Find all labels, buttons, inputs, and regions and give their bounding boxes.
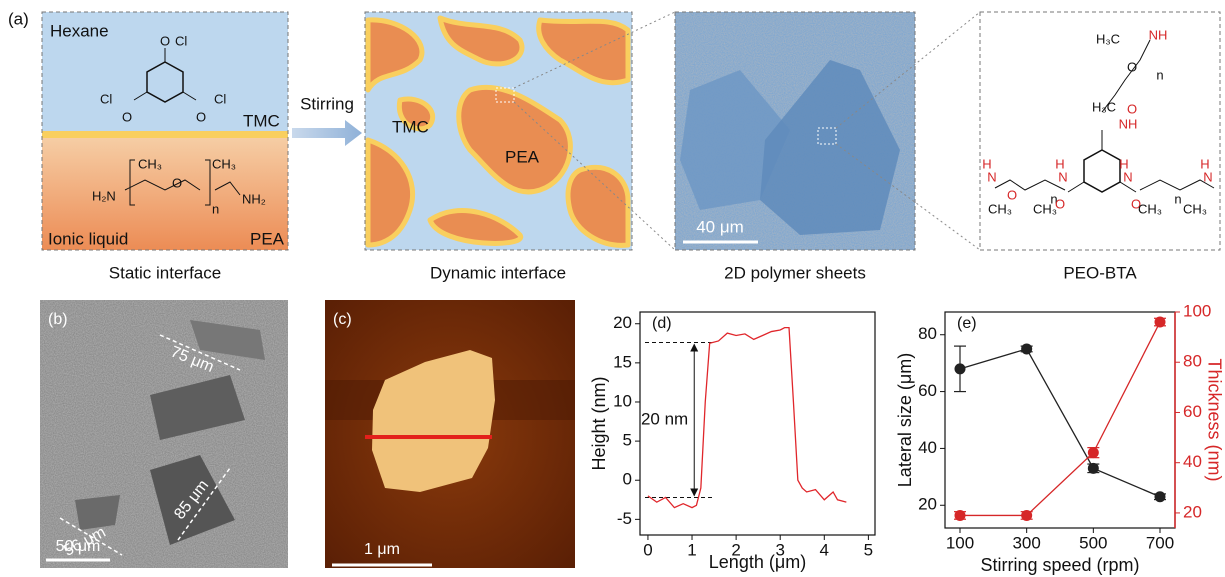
panel-label: (c)	[333, 311, 352, 328]
line-series	[960, 322, 1160, 515]
atom: CH₃	[138, 156, 162, 171]
y2-tick-label: 20	[1183, 502, 1202, 521]
atom: O	[1127, 59, 1137, 74]
x-tick-label: 700	[1146, 533, 1174, 552]
y-tick-label: 15	[613, 352, 632, 371]
arrowhead	[690, 488, 698, 496]
atom: N	[1203, 169, 1212, 184]
arrowhead	[690, 344, 698, 352]
marker	[955, 510, 965, 520]
label: Ionic liquid	[48, 229, 128, 248]
caption: PEO-BTA	[1063, 263, 1137, 282]
caption: 2D polymer sheets	[724, 263, 866, 282]
label: TMC	[243, 111, 280, 130]
marker	[1088, 463, 1098, 473]
y-tick-label: 0	[623, 470, 632, 489]
marker	[955, 364, 965, 374]
marker	[1155, 317, 1165, 327]
x-tick-label: 5	[864, 540, 873, 559]
atom: CH₃	[1138, 201, 1162, 216]
atom: N	[987, 169, 996, 184]
label: PEA	[505, 147, 540, 166]
arrow	[292, 120, 362, 146]
atom: n	[212, 201, 219, 216]
x-axis-label: Stirring speed (rpm)	[980, 555, 1139, 575]
label: PEA	[250, 229, 285, 248]
y-tick-label: 10	[613, 391, 632, 410]
caption: Dynamic interface	[430, 263, 566, 282]
scale-label: 50 μm	[56, 538, 101, 555]
y2-tick-label: 60	[1183, 402, 1202, 421]
x-tick-label: 500	[1079, 533, 1107, 552]
label: Stirring	[300, 94, 354, 113]
y-tick-label: -5	[617, 509, 632, 528]
line-series	[960, 349, 1160, 497]
y-tick-label: 60	[918, 381, 937, 400]
marker	[1088, 448, 1098, 458]
label: TMC	[392, 117, 429, 136]
panel-label: (e)	[957, 315, 977, 332]
x-tick-label: 1	[687, 540, 696, 559]
axes-frame	[945, 312, 1175, 528]
y2-tick-label: 40	[1183, 452, 1202, 471]
atom: NH	[1119, 116, 1138, 131]
atom: NH₂	[242, 191, 266, 206]
atom: n	[1174, 191, 1181, 206]
atom: NH	[1149, 27, 1168, 42]
atom: O	[122, 109, 132, 124]
caption: Static interface	[109, 263, 221, 282]
label: Hexane	[50, 21, 109, 40]
y-tick-label: 20	[613, 313, 632, 332]
atom: Cl	[175, 33, 187, 48]
atom: O	[1055, 196, 1065, 211]
y-tick-label: 80	[918, 324, 937, 343]
panel-label: (b)	[48, 311, 68, 328]
afm-image	[325, 300, 575, 568]
x-axis-label: Length (μm)	[709, 552, 806, 572]
atom: O	[172, 175, 182, 190]
scale-label: 40 μm	[696, 217, 744, 236]
atom: Cl	[100, 91, 112, 106]
atom: O	[1127, 101, 1137, 116]
atom: n	[1156, 67, 1163, 82]
panel-label: (a)	[8, 9, 29, 28]
atom: O	[160, 33, 170, 48]
atom: N	[1058, 169, 1067, 184]
atom: CH₃	[212, 156, 236, 171]
atom: H₃C	[1096, 31, 1120, 46]
panel-label: (d)	[652, 315, 672, 332]
atom: Cl	[214, 91, 226, 106]
atom: H₂N	[92, 188, 116, 203]
y-tick-label: 5	[623, 431, 632, 450]
y-tick-label: 40	[918, 438, 937, 457]
y-axis-label: Lateral size (μm)	[895, 353, 915, 487]
marker	[1022, 344, 1032, 354]
atom: N	[1123, 169, 1132, 184]
sem-image	[675, 12, 980, 250]
figure: (a) Hexane O Cl Cl Cl O O TMC CH₃ CH₃ H₂…	[0, 0, 1225, 577]
scale-label: 1 μm	[364, 541, 400, 558]
y-axis-label: Height (nm)	[589, 376, 609, 470]
x-tick-label: 0	[643, 540, 652, 559]
annotation: 20 nm	[641, 409, 688, 428]
atom: CH₃	[1183, 201, 1207, 216]
sem-image-b	[40, 300, 288, 568]
marker	[1155, 492, 1165, 502]
marker	[1022, 510, 1032, 520]
atom: O	[196, 109, 206, 124]
x-tick-label: 4	[820, 540, 829, 559]
atom: H₃C	[1092, 99, 1116, 114]
atom: CH₃	[1033, 201, 1057, 216]
y2-tick-label: 100	[1183, 301, 1211, 320]
y2-axis-label: Thickness (nm)	[1204, 358, 1224, 481]
atom: O	[1007, 187, 1017, 202]
atom: CH₃	[988, 201, 1012, 216]
y-tick-label: 20	[918, 495, 937, 514]
x-tick-label: 100	[946, 533, 974, 552]
y2-tick-label: 80	[1183, 352, 1202, 371]
x-tick-label: 300	[1012, 533, 1040, 552]
